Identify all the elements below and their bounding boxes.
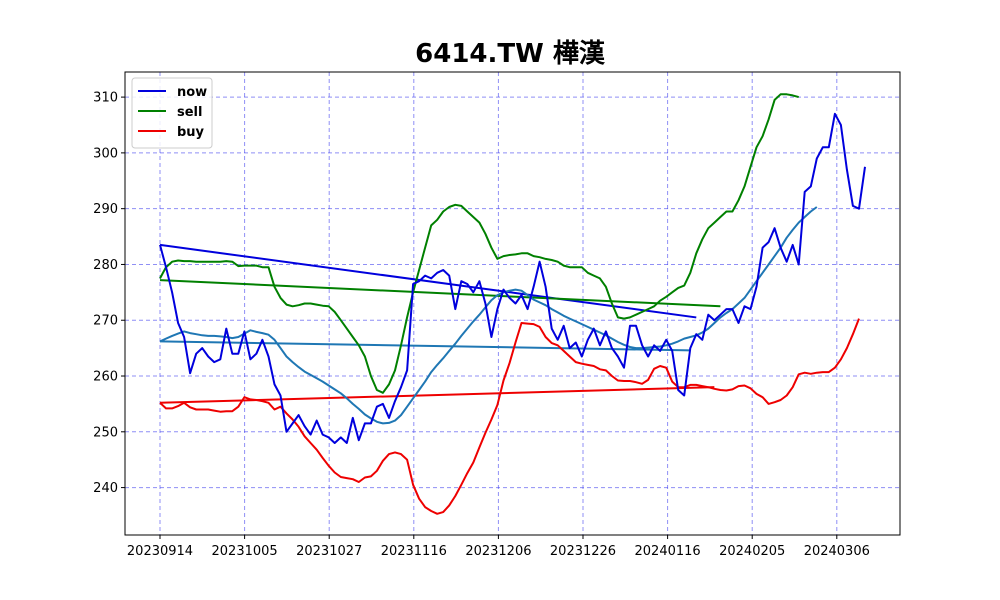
chart-title: 6414.TW 樺漢 (415, 39, 606, 69)
series-line-now (159, 112, 866, 444)
x-tick-label: 20231005 (212, 544, 278, 559)
x-tick-label: 20231206 (465, 544, 531, 559)
y-tick-label: 280 (93, 258, 118, 273)
series-line-buy (159, 318, 860, 515)
legend-label-sell: sell (177, 105, 202, 120)
y-tick-label: 300 (93, 146, 118, 161)
trend-line-ma (159, 340, 691, 352)
x-tick-label: 20240116 (635, 544, 701, 559)
x-tick-label: 20231027 (296, 544, 362, 559)
y-tick-label: 290 (93, 202, 118, 217)
x-tick-label: 20240205 (719, 544, 785, 559)
x-tick-label: 20231226 (550, 544, 616, 559)
y-tick-label: 240 (93, 481, 118, 496)
x-tick-label: 20240306 (804, 544, 870, 559)
series-line-ma (159, 206, 818, 425)
series-line-sell (159, 93, 799, 394)
grid-lines (125, 72, 900, 535)
x-tick-label: 20230914 (127, 544, 193, 559)
legend: now sell buy (131, 77, 213, 149)
legend-label-now: now (177, 85, 207, 100)
y-tick-label: 270 (93, 314, 118, 329)
series-lines (159, 93, 866, 515)
y-tick-label: 260 (93, 370, 118, 385)
y-tick-label: 250 (93, 425, 118, 440)
legend-label-buy: buy (177, 125, 205, 140)
y-axis-ticks: 240 250 260 270 280 290 300 310 (93, 91, 125, 496)
trend-line-now (159, 243, 697, 319)
y-tick-label: 310 (93, 91, 118, 106)
plot-frame (124, 71, 901, 536)
trend-line-sell (159, 279, 721, 308)
trend-lines (159, 243, 721, 404)
x-axis-ticks: 20230914 20231005 20231027 20231116 20231206… (127, 535, 870, 559)
x-tick-label: 20231116 (381, 544, 447, 559)
